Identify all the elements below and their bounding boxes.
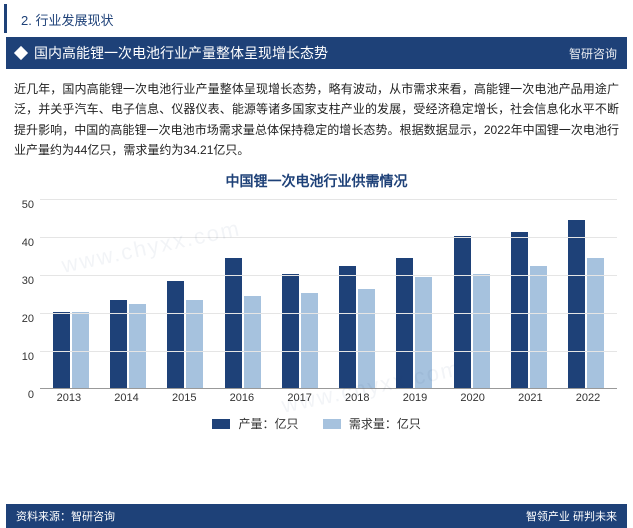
- bar: [473, 274, 490, 388]
- y-tick: 30: [22, 275, 34, 287]
- legend: 产量：亿只 需求量：亿只: [10, 415, 623, 432]
- bar: [225, 258, 242, 387]
- x-tick: 2018: [345, 392, 369, 404]
- bar: [53, 312, 70, 388]
- title-bar: 国内高能锂一次电池行业产量整体呈现增长态势 智研咨询: [6, 37, 627, 69]
- bar: [396, 258, 413, 387]
- x-tick: 2015: [172, 392, 196, 404]
- intro-paragraph: 近几年，国内高能锂一次电池行业产量整体呈现增长态势，略有波动，从市需求来看，高能…: [0, 69, 633, 167]
- gridline: [40, 313, 617, 314]
- bar-group: [396, 258, 432, 387]
- legend-item-1: 产量：亿只: [212, 415, 298, 432]
- legend-label-2: 需求量：亿只: [349, 417, 421, 431]
- bar-group: [339, 266, 375, 388]
- brand-label: 智研咨询: [569, 45, 617, 62]
- x-tick: 2013: [57, 392, 81, 404]
- bar-group: [568, 220, 604, 387]
- diamond-icon: [14, 46, 28, 60]
- bar: [511, 232, 528, 388]
- bar-group: [454, 236, 490, 388]
- source-text: 资料来源：智研咨询: [16, 508, 115, 524]
- source-label: 资料来源：: [16, 511, 71, 523]
- x-tick: 2022: [576, 392, 600, 404]
- legend-item-2: 需求量：亿只: [323, 415, 421, 432]
- x-axis: 2013 2014 2015 2016 2017 2018 2019 2020 2021 2022: [40, 389, 617, 409]
- page-title: 国内高能锂一次电池行业产量整体呈现增长态势: [34, 43, 328, 63]
- gridline: [40, 351, 617, 352]
- legend-swatch-2: [323, 419, 341, 429]
- bar-group: [511, 232, 547, 388]
- x-tick: 2021: [518, 392, 542, 404]
- gridline: [40, 237, 617, 238]
- bar: [358, 289, 375, 388]
- plot-area: [40, 199, 617, 389]
- bar: [530, 266, 547, 388]
- bar: [339, 266, 356, 388]
- bar: [72, 312, 89, 388]
- legend-label-1: 产量：亿只: [238, 417, 298, 431]
- bar: [244, 296, 261, 387]
- chart-container: 中国锂一次电池行业供需情况 01020304050 20132014201520…: [10, 171, 623, 432]
- legend-swatch-1: [212, 419, 230, 429]
- bar: [282, 274, 299, 388]
- y-tick: 20: [22, 313, 34, 325]
- bar-group: [53, 312, 89, 388]
- y-tick: 40: [22, 237, 34, 249]
- bar-group: [225, 258, 261, 387]
- x-tick: 2017: [287, 392, 311, 404]
- tagline: 智领产业 研判未来: [526, 508, 617, 524]
- y-tick: 50: [22, 199, 34, 211]
- source-value: 智研咨询: [71, 511, 115, 523]
- gridline: [40, 275, 617, 276]
- chart-area: 0 10 20 30 40 50 2013 2014 2015 2016 2017 2018 2019…: [10, 199, 623, 409]
- bar: [167, 281, 184, 387]
- y-tick: 10: [22, 351, 34, 363]
- y-tick: 0: [28, 389, 34, 401]
- gridline: [40, 199, 617, 200]
- section-label: 2. 行业发展现状: [4, 4, 633, 33]
- bar-group: [282, 274, 318, 388]
- x-tick: 2016: [230, 392, 254, 404]
- bar: [568, 220, 585, 387]
- bar: [301, 293, 318, 388]
- source-bar: 资料来源：智研咨询 智领产业 研判未来: [6, 504, 627, 528]
- x-tick: 2014: [114, 392, 138, 404]
- chart-title: 中国锂一次电池行业供需情况: [10, 171, 623, 191]
- bar: [454, 236, 471, 388]
- x-tick: 2020: [460, 392, 484, 404]
- bars-row: [40, 199, 617, 388]
- bar-group: [167, 281, 203, 387]
- bar: [415, 277, 432, 387]
- bar: [587, 258, 604, 387]
- x-tick: 2019: [403, 392, 427, 404]
- y-axis: 01020304050: [10, 199, 38, 389]
- bar: [129, 304, 146, 388]
